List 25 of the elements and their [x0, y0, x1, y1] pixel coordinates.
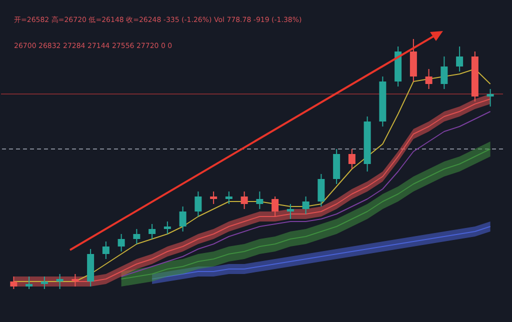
candlestick — [148, 224, 156, 240]
candlestick — [179, 206, 186, 232]
candlestick — [286, 204, 294, 220]
candlestick — [456, 46, 464, 72]
candlestick — [118, 234, 125, 252]
candlestick — [56, 274, 64, 290]
candlestick — [486, 88, 494, 107]
candlestick — [133, 228, 140, 244]
candlestick — [425, 68, 432, 90]
candlestick — [318, 174, 325, 207]
candlestick — [210, 191, 218, 204]
candlestick — [164, 221, 171, 234]
candlestick — [348, 148, 356, 170]
candlestick — [26, 276, 33, 290]
candlestick — [194, 191, 202, 217]
candlestick — [302, 196, 310, 214]
candlestick — [272, 196, 279, 217]
candlestick — [40, 276, 48, 290]
candlestick — [440, 56, 448, 90]
candlestick — [102, 241, 110, 260]
candlestick — [72, 274, 79, 287]
candlestick — [240, 191, 248, 210]
candlestick — [256, 191, 264, 210]
candlestick — [10, 276, 18, 290]
candlestick — [225, 191, 232, 204]
